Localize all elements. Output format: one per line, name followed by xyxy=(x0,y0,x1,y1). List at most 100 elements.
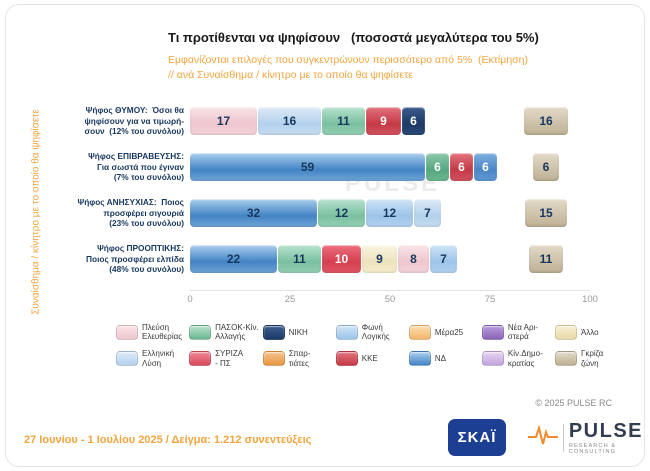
bar-segment: 9 xyxy=(366,107,401,135)
legend-item: ΣΥΡΙΖΑ - ΠΣ xyxy=(189,349,259,368)
bar-segment: 6 xyxy=(450,153,473,181)
bar-segment: 7 xyxy=(430,245,457,273)
skai-logo: ΣΚΑΪ xyxy=(448,419,506,456)
legend-item: ΚΚΕ xyxy=(335,349,405,367)
bar-segment: 9 xyxy=(362,245,397,273)
bar-area: 32 12 12 7 15 xyxy=(190,199,594,227)
slide-card xyxy=(5,4,645,467)
row-label-wrap: Ψήφος ΠΡΟΟΠΤΙΚΗΣ: Ποιος προσφέρει ελπίδα… xyxy=(72,243,184,274)
bar-segment: 22 xyxy=(190,245,277,273)
x-axis-tick: 0 xyxy=(187,294,193,305)
stacked-bar: 22 11 10 9 8 7 xyxy=(190,245,594,273)
bar-segment: 32 xyxy=(190,199,317,227)
pulse-logo-name: PULSE xyxy=(568,420,644,442)
x-axis-tick: 75 xyxy=(484,294,496,305)
row-label-wrap: Ψήφος ΘΥΜΟΥ: Όσοι θα ψηφίσουν για να τιμ… xyxy=(72,105,184,136)
legend-swatch xyxy=(408,351,431,367)
chart-row: Ψήφος ΑΝΗΣΥΧΙΑΣ: Ποιος προσφέρει σιγουρι… xyxy=(72,196,594,230)
row-label-wrap: Ψήφος ΑΝΗΣΥΧΙΑΣ: Ποιος προσφέρει σιγουρι… xyxy=(72,197,184,228)
poll-subtitle-line1: Εμφανίζονται επιλογές που συγκεντρώνουν … xyxy=(168,54,528,66)
bar-segment: 6 xyxy=(402,107,425,135)
skai-logo-text: ΣΚΑΪ xyxy=(457,429,497,446)
chart-row: Ψήφος ΘΥΜΟΥ: Όσοι θα ψηφίσουν για να τιμ… xyxy=(72,104,594,138)
grey-zone-bar: 11 xyxy=(528,245,564,273)
pulse-logo: PULSE RESEARCH & CONSULTING xyxy=(528,421,650,455)
x-axis-tick: 25 xyxy=(284,294,296,305)
legend-label: Ελληνική Λύση xyxy=(142,349,175,368)
poll-subtitle-line2: // ανά Συναίσθημα / κίνητρο με το οποίο … xyxy=(168,69,413,81)
legend-label: ΝΔ xyxy=(434,353,446,363)
legend-swatch xyxy=(481,351,504,367)
row-label: Ψήφος ΑΝΗΣΥΧΙΑΣ: Ποιος προσφέρει σιγουρι… xyxy=(77,197,184,229)
legend-swatch xyxy=(335,351,358,367)
legend-label: Πλεύση Ελευθερίας xyxy=(142,323,183,342)
grey-zone-bar: 16 xyxy=(523,107,569,135)
bar-segment: 11 xyxy=(278,245,321,273)
legend-item: Κίν.Δημο- κρατίας xyxy=(481,349,551,368)
legend-item: Γκρίζα ζώνη xyxy=(554,349,624,368)
legend-item: Πλεύση Ελευθερίας xyxy=(116,323,185,341)
grey-zone-bar: 6 xyxy=(533,153,559,181)
legend-swatch xyxy=(335,324,358,340)
bar-area: 17 16 11 9 6 16 xyxy=(190,107,594,135)
legend-label: Σπαρ- τιάτες xyxy=(288,349,311,368)
legend-label: Άλλο xyxy=(580,327,599,337)
stacked-bar: 17 16 11 9 6 xyxy=(190,107,594,135)
x-axis-line xyxy=(190,290,590,291)
bar-segment: 17 xyxy=(190,107,257,135)
chart-legend: Πλεύση Ελευθερίας ΠΑΣΟΚ-Κίν. Αλλαγής ΝΙΚΗ Φ… xyxy=(116,323,624,368)
poll-title: Τι προτίθενται να ψηφίσουν (ποσοστά μεγα… xyxy=(168,30,539,45)
bar-segment: 6 xyxy=(474,153,497,181)
legend-swatch xyxy=(554,324,577,340)
bar-segment: 59 xyxy=(190,153,425,181)
legend-item: ΠΑΣΟΚ-Κίν. Αλλαγής xyxy=(189,323,259,341)
legend-label: ΠΑΣΟΚ-Κίν. Αλλαγής xyxy=(215,323,259,342)
bar-segment: 6 xyxy=(426,153,449,181)
grey-zone-bar: 15 xyxy=(524,199,568,227)
legend-label: Μέρα25 xyxy=(434,327,464,337)
x-axis: 0 25 50 75 100 xyxy=(187,294,598,308)
stacked-bar: 59 6 6 6 xyxy=(190,153,594,181)
legend-label: ΚΚΕ xyxy=(361,353,378,363)
bar-segment: 8 xyxy=(398,245,429,273)
x-axis-tick: 100 xyxy=(582,294,598,305)
legend-item: Φωνή Λογικής xyxy=(335,323,405,342)
pulse-logo-tagline: RESEARCH & CONSULTING xyxy=(568,443,617,455)
legend-swatch xyxy=(189,351,212,367)
bar-segment: 12 xyxy=(366,199,413,227)
legend-item: ΝΔ xyxy=(408,349,478,367)
bar-segment: 10 xyxy=(322,245,361,273)
survey-footer: 27 Ιουνίου - 1 Ιουλίου 2025 / Δείγμα: 1.… xyxy=(24,434,312,446)
row-label: Ψήφος ΠΡΟΟΠΤΙΚΗΣ: Ποιος προσφέρει ελπίδα… xyxy=(86,243,184,275)
legend-label: Γκρίζα ζώνη xyxy=(580,349,604,368)
copyright: © 2025 PULSE RC xyxy=(535,398,612,408)
legend-item: Μέρα25 xyxy=(408,323,478,341)
sentiment-axis-label: Συναίσθημα / κίνητρο με το οποίο θα ψηφί… xyxy=(30,109,42,315)
legend-label: Νέα Αρι- στερά xyxy=(507,323,538,342)
legend-swatch xyxy=(408,324,431,340)
row-label: Ψήφος ΘΥΜΟΥ: Όσοι θα ψηφίσουν για να τιμ… xyxy=(84,105,184,137)
legend-item: Άλλο xyxy=(554,323,624,341)
legend-item: Νέα Αρι- στερά xyxy=(481,323,551,342)
legend-swatch xyxy=(116,351,138,367)
legend-swatch xyxy=(189,324,212,340)
pulse-logo-text: PULSE RESEARCH & CONSULTING xyxy=(569,421,650,455)
legend-label: Κίν.Δημο- κρατίας xyxy=(507,349,543,368)
legend-label: Φωνή Λογικής xyxy=(361,323,390,342)
row-label-wrap: Ψήφος ΕΠΙΒΡΑΒΕΥΣΗΣ: Για σωστά που έγιναν… xyxy=(72,151,184,182)
legend-label: ΣΥΡΙΖΑ - ΠΣ xyxy=(215,349,244,368)
legend-item: Ελληνική Λύση xyxy=(116,349,185,368)
logo-divider xyxy=(563,424,564,453)
x-axis-tick: 50 xyxy=(384,294,396,305)
legend-swatch xyxy=(554,351,577,367)
chart-row: Ψήφος ΠΡΟΟΠΤΙΚΗΣ: Ποιος προσφέρει ελπίδα… xyxy=(72,242,594,276)
bar-area: 22 11 10 9 8 7 11 xyxy=(190,245,594,273)
bar-segment: 11 xyxy=(322,107,365,135)
heartbeat-icon xyxy=(528,423,558,454)
legend-item: ΝΙΚΗ xyxy=(262,323,332,341)
bar-area: 59 6 6 6 6 xyxy=(190,153,594,181)
bar-segment: 12 xyxy=(318,199,365,227)
legend-swatch xyxy=(262,351,285,367)
legend-swatch xyxy=(116,324,138,340)
bar-segment: 7 xyxy=(414,199,441,227)
